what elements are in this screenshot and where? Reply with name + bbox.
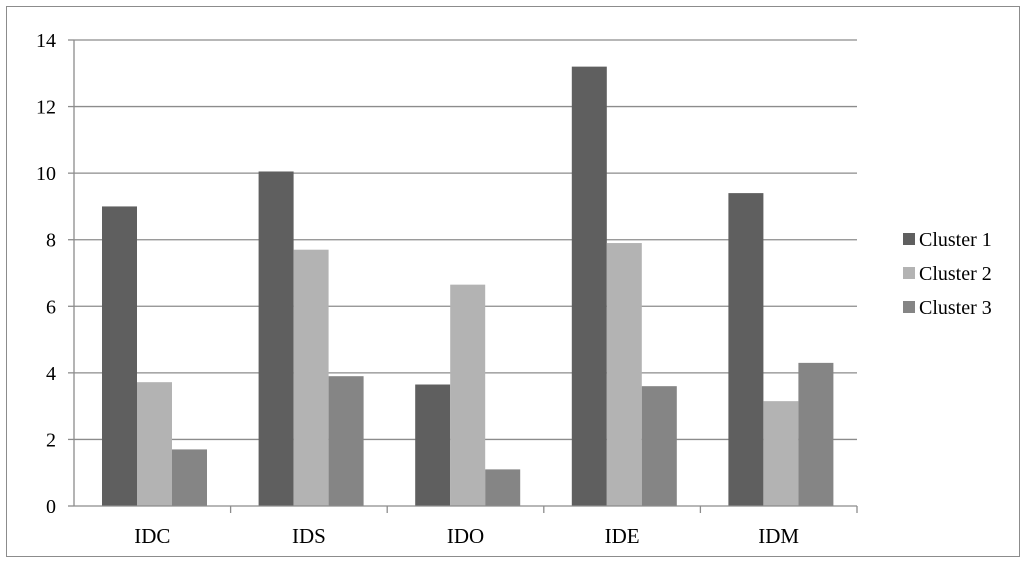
bar-cluster-2-idm xyxy=(763,401,799,506)
bar-cluster-1-ido xyxy=(415,384,451,506)
bar-cluster-1-ids xyxy=(258,171,294,506)
y-tick-label: 0 xyxy=(46,496,56,518)
legend-swatch xyxy=(903,233,915,245)
bar-cluster-1-idc xyxy=(102,206,137,506)
bar-cluster-2-idc xyxy=(137,382,172,506)
bar-cluster-3-ids xyxy=(328,376,364,506)
bar-cluster-2-ids xyxy=(293,249,329,506)
bar-cluster-3-ido xyxy=(485,469,521,506)
y-tick-label: 8 xyxy=(46,230,56,252)
y-tick-label: 14 xyxy=(36,30,56,52)
bar-cluster-1-ide xyxy=(571,66,607,506)
y-tick-label: 4 xyxy=(46,363,56,385)
y-tick-label: 2 xyxy=(46,429,56,451)
legend-label: Cluster 3 xyxy=(919,297,992,319)
gridlines xyxy=(74,39,857,441)
x-category-label: IDE xyxy=(605,524,640,548)
x-category-label: IDS xyxy=(292,524,326,548)
x-category-labels: IDC IDS IDO IDE IDM xyxy=(134,524,799,548)
legend-swatch xyxy=(903,301,915,313)
bar-cluster-2-ide xyxy=(606,243,642,507)
x-category-label: IDM xyxy=(758,524,799,548)
axes xyxy=(68,39,858,513)
y-tick-labels: 0 2 4 6 8 10 12 14 xyxy=(36,30,56,518)
legend-label: Cluster 1 xyxy=(919,229,992,251)
legend: Cluster 1 Cluster 2 Cluster 3 xyxy=(903,229,992,319)
bar-cluster-3-idm xyxy=(798,362,834,506)
bar-cluster-3-ide xyxy=(641,386,677,506)
bars xyxy=(102,66,834,507)
y-tick-label: 10 xyxy=(36,163,56,185)
x-category-label: IDC xyxy=(134,524,170,548)
bar-cluster-3-idc xyxy=(172,449,207,506)
legend-swatch xyxy=(903,267,915,279)
legend-label: Cluster 2 xyxy=(919,263,992,285)
bar-cluster-2-ido xyxy=(450,284,486,506)
x-category-label: IDO xyxy=(447,524,484,548)
y-tick-label: 12 xyxy=(36,97,56,119)
bar-cluster-1-idm xyxy=(728,193,764,506)
y-tick-label: 6 xyxy=(46,296,56,318)
